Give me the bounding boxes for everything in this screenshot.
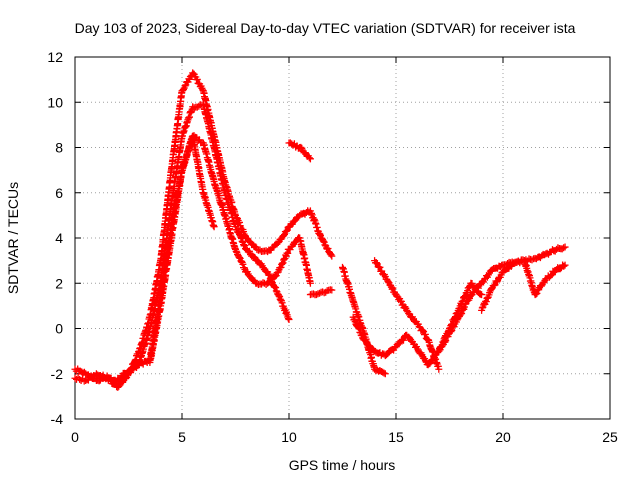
series-line-markers [72, 70, 335, 385]
chart-title: Day 103 of 2023, Sidereal Day-to-day VTE… [75, 20, 576, 36]
series-track-10 [435, 243, 569, 355]
series-track-1 [71, 69, 336, 387]
series-line-markers [286, 139, 313, 162]
y-tick-label: -4 [51, 411, 64, 427]
series-line-markers [436, 244, 568, 352]
y-tick-label: 12 [47, 49, 63, 65]
axis-ticks: 0 5 10 15 20 25 -4 -2 0 2 4 6 8 10 12 [47, 49, 618, 445]
series-line-markers [372, 259, 442, 370]
series-track-9 [371, 257, 443, 373]
y-tick-label: 2 [55, 275, 63, 291]
y-tick-label: 0 [55, 321, 63, 337]
x-tick-label: 15 [388, 429, 404, 445]
x-tick-label: 5 [178, 429, 186, 445]
series-line-markers [146, 134, 218, 364]
series-track-11 [478, 256, 569, 314]
x-tick-label: 25 [602, 429, 618, 445]
y-tick-label: 6 [55, 185, 63, 201]
y-tick-label: 10 [47, 94, 63, 110]
data-point [71, 374, 79, 382]
series-track-7 [339, 263, 389, 378]
series-track-5 [285, 139, 314, 163]
y-tick-label: 4 [55, 230, 63, 246]
x-tick-label: 20 [495, 429, 511, 445]
y-tick-label: 8 [55, 140, 63, 156]
series-line-markers [308, 286, 334, 299]
y-axis-label: SDTVAR / TECUs [5, 182, 21, 294]
x-tick-label: 0 [71, 429, 79, 445]
data-series [71, 69, 569, 391]
series-track-4 [146, 132, 218, 366]
y-tick-label: -2 [51, 366, 64, 382]
x-axis-label: GPS time / hours [289, 457, 396, 473]
series-track-6 [306, 286, 336, 299]
grid [75, 57, 610, 419]
x-tick-label: 10 [281, 429, 297, 445]
series-line-markers [339, 265, 388, 377]
series-line-markers [478, 256, 568, 312]
